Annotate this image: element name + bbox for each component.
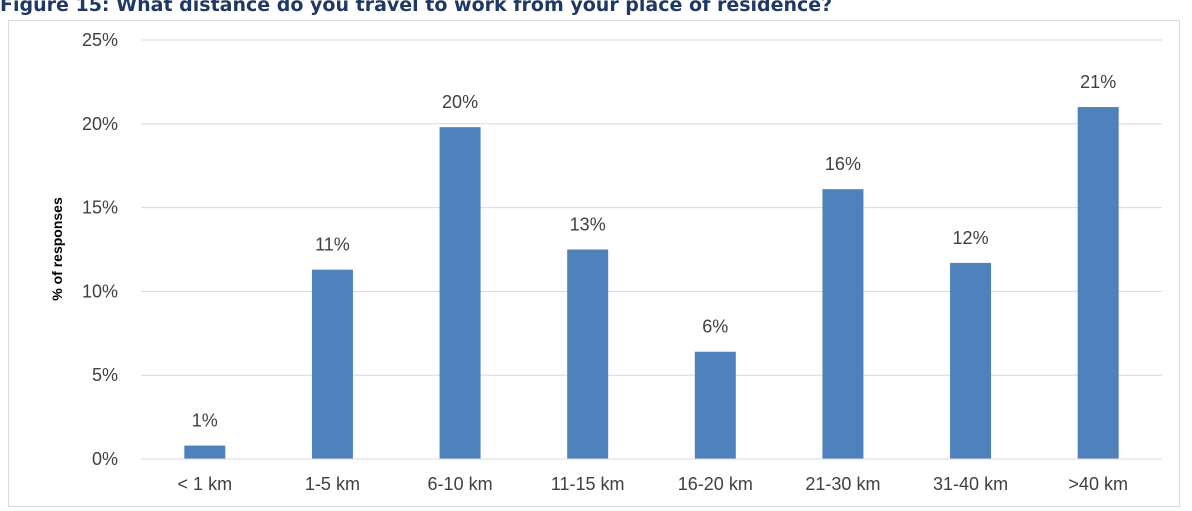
- bar: [822, 189, 864, 459]
- y-tick-label: 0%: [92, 449, 118, 469]
- data-label: 12%: [953, 228, 989, 248]
- y-axis-ticks: 0% 5% 10% 15% 20% 25%: [82, 30, 118, 469]
- data-labels: 1% 11% 20% 13% 6% 16% 12% 21%: [192, 72, 1116, 431]
- bar: [567, 249, 609, 459]
- y-tick-label: 20%: [82, 114, 118, 134]
- data-label: 21%: [1080, 72, 1116, 92]
- bar: [694, 351, 736, 459]
- bar: [311, 269, 353, 459]
- data-label: 1%: [192, 411, 218, 431]
- x-tick-label: 16-20 km: [678, 474, 753, 494]
- x-tick-label: >40 km: [1068, 474, 1128, 494]
- data-label: 11%: [315, 235, 350, 255]
- x-tick-label: < 1 km: [178, 474, 233, 494]
- bars: [184, 107, 1119, 459]
- gridlines: [141, 39, 1162, 376]
- bar: [184, 445, 226, 459]
- y-tick-label: 25%: [82, 30, 118, 50]
- data-label: 16%: [825, 154, 861, 174]
- figure-title: Figure 15: What distance do you travel t…: [0, 0, 833, 16]
- bar: [1077, 107, 1119, 459]
- data-label: 13%: [570, 215, 606, 235]
- x-tick-label: 31-40 km: [933, 474, 1008, 494]
- y-tick-label: 10%: [82, 281, 118, 301]
- x-tick-label: 6-10 km: [428, 474, 493, 494]
- y-tick-label: 5%: [92, 365, 118, 385]
- x-tick-label: 1-5 km: [305, 474, 360, 494]
- data-label: 6%: [702, 317, 728, 337]
- y-tick-label: 15%: [82, 198, 118, 218]
- bar: [950, 262, 992, 459]
- x-tick-label: 11-15 km: [551, 474, 625, 494]
- x-tick-label: 21-30 km: [805, 474, 880, 494]
- y-axis-label: % of responses: [49, 197, 65, 301]
- bar: [439, 127, 481, 459]
- x-axis-ticks: < 1 km 1-5 km 6-10 km 11-15 km 16-20 km 21-30…: [178, 474, 1128, 494]
- data-label: 20%: [442, 92, 478, 112]
